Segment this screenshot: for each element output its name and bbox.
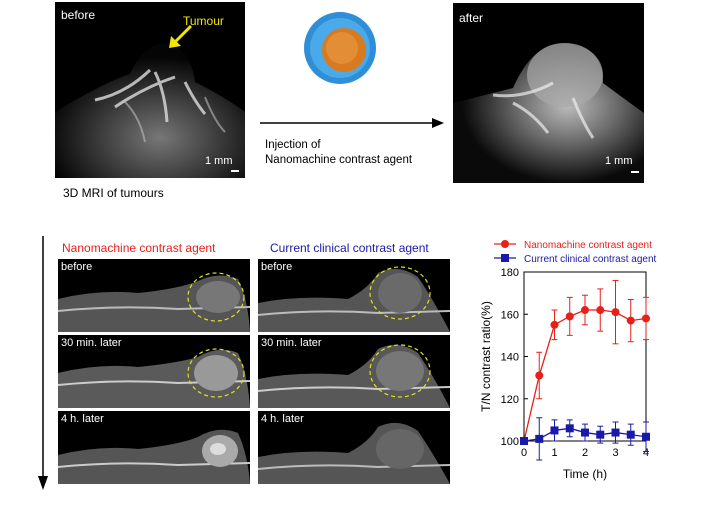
grid-nano-30min: 30 min. later [58, 335, 250, 408]
row-label-clinical-before: before [261, 261, 293, 273]
grid-clinical-before: before [258, 259, 450, 332]
scale-label-after: 1 mm [605, 155, 633, 167]
x-tick-label: 1 [551, 447, 557, 459]
data-point [581, 306, 589, 315]
legend-label: Current clinical contrast agent [524, 254, 657, 265]
time-arrow-icon [38, 236, 48, 490]
data-point [626, 430, 635, 439]
tumour-arrow-icon [169, 24, 193, 48]
grid-clinical-30min: 30 min. later [258, 335, 450, 408]
y-tick-label: 120 [501, 394, 519, 406]
after-label: after [459, 11, 484, 25]
legend-label: Nanomachine contrast agent [524, 240, 652, 251]
data-point [535, 371, 544, 380]
scale-bar-before [231, 170, 239, 172]
mri-before-panel: before Tumour 1 mm [55, 2, 245, 178]
injection-line2: Nanomachine contrast agent [265, 154, 413, 166]
x-tick-label: 0 [521, 447, 527, 459]
data-point [565, 312, 574, 321]
data-point [535, 434, 544, 443]
row-label-4h: 4 h. later [61, 413, 104, 425]
data-point [626, 316, 635, 325]
x-tick-label: 2 [582, 447, 588, 459]
grid-clinical-4h: 4 h. later [258, 411, 450, 484]
scale-label-before: 1 mm [205, 155, 233, 167]
y-axis-label: T/N contrast ratio(%) [479, 301, 493, 412]
data-point [596, 430, 605, 439]
legend-marker [501, 254, 509, 262]
data-point [550, 426, 559, 435]
injection-arrow-icon [260, 118, 444, 128]
y-tick-label: 180 [501, 267, 519, 279]
data-point [642, 314, 650, 323]
nanomachine-sphere-icon [304, 12, 376, 84]
mri-after-panel: after 1 mm [453, 3, 644, 183]
row-label-before: before [61, 261, 93, 273]
legend-marker [501, 240, 509, 248]
data-point [611, 308, 620, 317]
data-point [611, 428, 620, 437]
data-point [642, 432, 650, 441]
scale-bar-after [631, 171, 639, 173]
data-point [596, 306, 605, 315]
x-tick-label: 4 [643, 447, 649, 459]
x-axis-label: Time (h) [563, 467, 607, 481]
col-header-clinical: Current clinical contrast agent [270, 241, 429, 255]
row-label-clinical-4h: 4 h. later [261, 413, 304, 425]
data-point [581, 428, 589, 437]
grid-nano-before: before [58, 259, 250, 332]
row-label-clinical-30min: 30 min. later [261, 337, 322, 349]
mri-caption: 3D MRI of tumours [63, 186, 164, 200]
before-label: before [61, 8, 96, 22]
mri-after-image [453, 3, 644, 183]
row-label-30min: 30 min. later [61, 337, 122, 349]
data-point [565, 424, 574, 433]
tumour-label: Tumour [183, 14, 224, 28]
x-tick-label: 3 [612, 447, 618, 459]
y-tick-label: 100 [501, 436, 519, 448]
col-header-nano: Nanomachine contrast agent [62, 241, 216, 255]
grid-nano-4h: 4 h. later [58, 411, 250, 484]
data-point [550, 320, 559, 329]
y-tick-label: 160 [501, 309, 519, 321]
mri-before-image [55, 2, 245, 178]
injection-line1: Injection of [265, 139, 321, 151]
y-tick-label: 140 [501, 352, 519, 364]
data-point [520, 437, 528, 445]
contrast-ratio-chart: 100 120 140 160 180 0 1 2 3 4 Time (h) T/N contrast… [479, 240, 657, 481]
